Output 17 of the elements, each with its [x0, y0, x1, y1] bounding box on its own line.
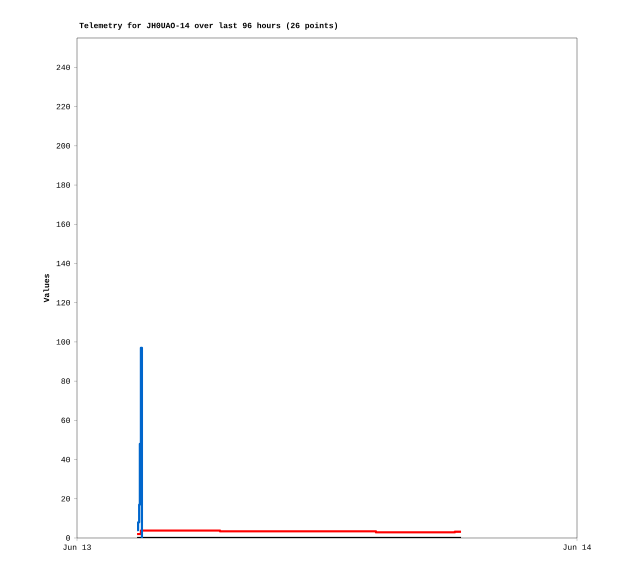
chart-title: Telemetry for JH0UAO-14 over last 96 hours (26 points) — [79, 22, 338, 30]
y-tick-label: 240 — [56, 64, 70, 70]
y-tick-label: 200 — [56, 143, 70, 149]
y-tick-label: 80 — [61, 378, 70, 384]
y-tick-label: 160 — [56, 222, 70, 227]
y-tick-label: 40 — [61, 456, 70, 462]
y-tick-label: 100 — [56, 339, 70, 345]
y-tick-label: 20 — [61, 496, 70, 502]
y-tick-label: 60 — [61, 418, 70, 424]
y-tick-label: 140 — [56, 260, 70, 266]
y-axis-title: Values — [43, 274, 50, 302]
y-tick-label: 220 — [56, 104, 70, 110]
y-tick-label: 0 — [66, 535, 70, 541]
x-tick-label: Jun 14 — [563, 544, 591, 550]
y-tick-label: 120 — [56, 300, 70, 306]
y-tick-label: 180 — [56, 182, 70, 188]
x-tick-label: Jun 13 — [63, 544, 91, 550]
